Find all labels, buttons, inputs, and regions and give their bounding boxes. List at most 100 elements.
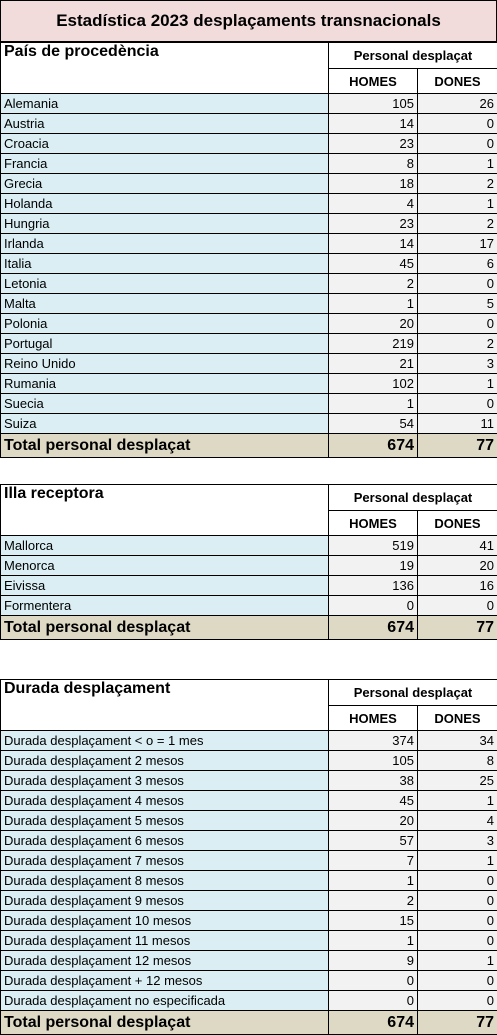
cell-homes: 374 <box>329 731 418 751</box>
cell-dones: 3 <box>418 831 497 851</box>
row-label: Durada desplaçament + 12 mesos <box>1 971 329 991</box>
cell-homes: 136 <box>329 576 418 596</box>
row-label: Formentera <box>1 596 329 616</box>
cell-homes: 1 <box>329 871 418 891</box>
cell-dones: 34 <box>418 731 497 751</box>
row-label: Durada desplaçament 3 mesos <box>1 771 329 791</box>
cell-homes: 45 <box>329 254 418 274</box>
row-label: Letonia <box>1 274 329 294</box>
cell-homes: 14 <box>329 234 418 254</box>
cell-homes: 15 <box>329 911 418 931</box>
cell-dones: 0 <box>418 134 497 154</box>
cell-dones: 6 <box>418 254 497 274</box>
cell-homes: 102 <box>329 374 418 394</box>
cell-homes: 519 <box>329 536 418 556</box>
cell-homes: 19 <box>329 556 418 576</box>
cell-homes: 219 <box>329 334 418 354</box>
cell-homes: 0 <box>329 991 418 1011</box>
group-header: Personal desplaçat <box>329 680 497 706</box>
cell-dones: 0 <box>418 931 497 951</box>
cell-dones: 2 <box>418 334 497 354</box>
cell-dones: 26 <box>418 94 497 114</box>
group-header: Personal desplaçat <box>329 43 497 69</box>
cell-dones: 1 <box>418 194 497 214</box>
cell-dones: 17 <box>418 234 497 254</box>
row-label: Polonia <box>1 314 329 334</box>
row-label: Rumania <box>1 374 329 394</box>
cell-homes: 0 <box>329 596 418 616</box>
row-label: Durada desplaçament 10 mesos <box>1 911 329 931</box>
column-header-dones: DONES <box>418 511 497 536</box>
row-label: Durada desplaçament 6 mesos <box>1 831 329 851</box>
group-header: Personal desplaçat <box>329 485 497 511</box>
cell-homes: 20 <box>329 314 418 334</box>
cell-homes: 9 <box>329 951 418 971</box>
total-label: Total personal desplaçat <box>1 434 329 458</box>
cell-dones: 0 <box>418 274 497 294</box>
total-label: Total personal desplaçat <box>1 616 329 640</box>
row-label: Durada desplaçament 5 mesos <box>1 811 329 831</box>
row-label: Francia <box>1 154 329 174</box>
row-label: Portugal <box>1 334 329 354</box>
row-label: Eivissa <box>1 576 329 596</box>
table-country-of-origin: País de procedència Personal desplaçat H… <box>0 42 497 458</box>
column-header-dones: DONES <box>418 706 497 731</box>
row-label: Durada desplaçament < o = 1 mes <box>1 731 329 751</box>
cell-homes: 0 <box>329 971 418 991</box>
row-label: Suecia <box>1 394 329 414</box>
cell-dones: 1 <box>418 951 497 971</box>
section-header: Durada desplaçament <box>1 680 329 731</box>
cell-dones: 0 <box>418 314 497 334</box>
cell-dones: 0 <box>418 911 497 931</box>
row-label: Durada desplaçament no especificada <box>1 991 329 1011</box>
row-label: Durada desplaçament 2 mesos <box>1 751 329 771</box>
cell-dones: 0 <box>418 891 497 911</box>
column-header-homes: HOMES <box>329 706 418 731</box>
row-label: Hungria <box>1 214 329 234</box>
cell-homes: 54 <box>329 414 418 434</box>
row-label: Malta <box>1 294 329 314</box>
cell-homes: 1 <box>329 294 418 314</box>
table-receiving-island: Illa receptora Personal desplaçat HOMES … <box>0 484 497 640</box>
cell-homes: 7 <box>329 851 418 871</box>
column-header-homes: HOMES <box>329 511 418 536</box>
cell-homes: 8 <box>329 154 418 174</box>
page-title: Estadística 2023 desplaçaments transnaci… <box>0 0 497 42</box>
row-label: Durada desplaçament 8 mesos <box>1 871 329 891</box>
cell-dones: 0 <box>418 394 497 414</box>
cell-dones: 0 <box>418 114 497 134</box>
total-homes: 674 <box>329 1011 418 1035</box>
cell-dones: 0 <box>418 871 497 891</box>
total-homes: 674 <box>329 616 418 640</box>
cell-dones: 0 <box>418 596 497 616</box>
row-label: Croacia <box>1 134 329 154</box>
row-label: Alemania <box>1 94 329 114</box>
row-label: Menorca <box>1 556 329 576</box>
cell-homes: 105 <box>329 94 418 114</box>
